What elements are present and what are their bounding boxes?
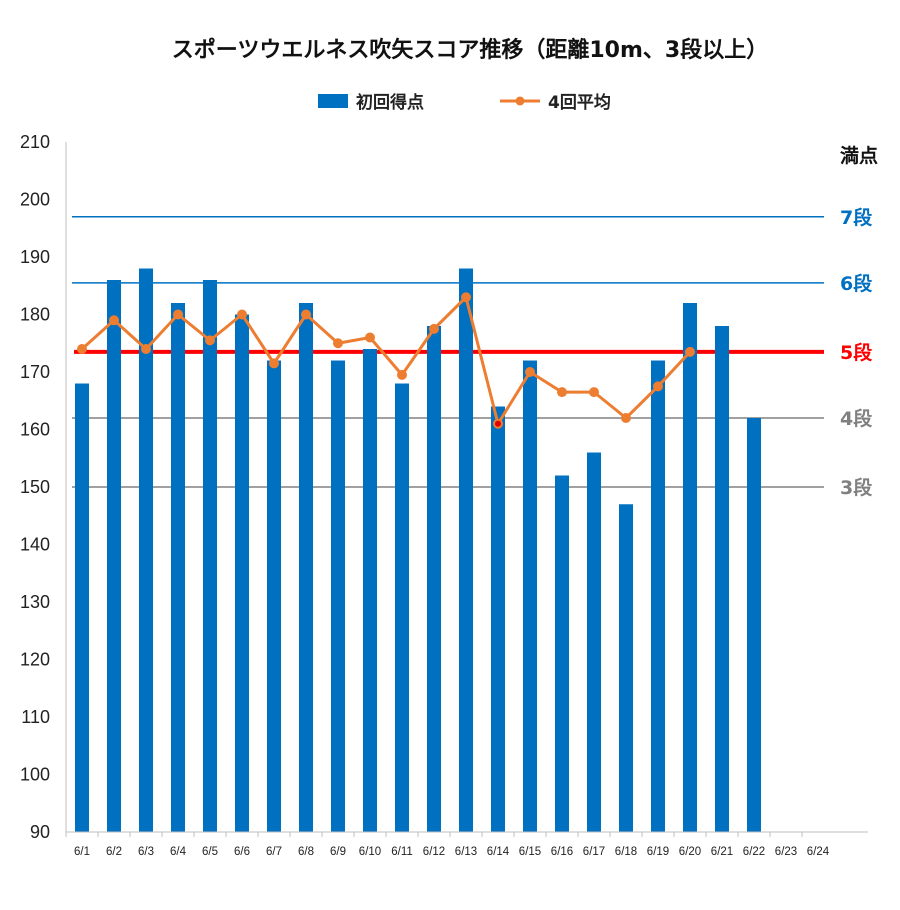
x-tick-label: 6/9 [330, 846, 346, 858]
bar [395, 383, 409, 832]
bar [747, 418, 761, 832]
average-point [621, 413, 631, 423]
bar [683, 303, 697, 832]
average-point [525, 367, 535, 377]
average-line-series [77, 292, 695, 429]
average-line [80, 295, 692, 426]
average-point [77, 344, 87, 354]
y-tick-label: 140 [20, 535, 50, 555]
bar [107, 280, 121, 832]
x-tick-label: 6/2 [106, 846, 122, 858]
y-tick-label: 190 [20, 247, 50, 267]
average-point [461, 292, 471, 303]
bar [619, 504, 633, 832]
bar [75, 383, 89, 832]
y-tick-label: 200 [20, 190, 50, 210]
y-tick-label: 180 [20, 305, 50, 325]
reference-label: 6段 [840, 272, 873, 295]
reference-label: 3段 [840, 476, 873, 499]
x-tick-label: 6/20 [679, 846, 701, 858]
y-tick-label: 90 [30, 822, 50, 842]
x-tick-label: 6/23 [775, 846, 797, 858]
x-tick-label: 6/15 [519, 846, 541, 858]
y-tick-label: 120 [20, 650, 50, 670]
bar [587, 452, 601, 832]
average-point [653, 381, 663, 392]
average-point [429, 323, 439, 334]
bar [171, 303, 185, 832]
average-point [109, 315, 119, 326]
reference-labels: 満点 7段 6段 5段 4段 3段 [840, 145, 878, 499]
y-axis: 90 100 110 120 130 140 150 160 170 180 190 200 210 [20, 132, 67, 842]
reference-label: 満点 [840, 145, 878, 167]
x-tick-label: 6/24 [807, 846, 830, 858]
legend-bar-label: 初回得点 [356, 92, 424, 113]
y-tick-label: 170 [20, 362, 50, 382]
bar [203, 280, 217, 832]
bar [331, 360, 345, 832]
x-tick-label: 6/22 [743, 846, 765, 858]
y-tick-label: 100 [20, 765, 50, 785]
average-point [269, 358, 279, 369]
average-point [365, 332, 375, 343]
average-point [301, 309, 311, 320]
x-tick-label: 6/12 [423, 846, 445, 858]
reference-label: 4段 [840, 407, 873, 430]
x-tick-label: 6/1 [74, 846, 90, 858]
legend-bar-swatch [318, 94, 348, 108]
bar-series [75, 268, 761, 832]
average-point [237, 309, 247, 320]
average-point [141, 344, 151, 354]
x-tick-label: 6/16 [551, 846, 573, 858]
x-axis: 6/1 6/2 6/3 6/4 6/5 6/6 6/7 6/8 6/9 6/10 6/11 6/12 6… [65, 831, 868, 858]
bar [491, 406, 505, 832]
x-tick-label: 6/18 [615, 846, 637, 858]
x-tick-label: 6/17 [583, 846, 605, 858]
bar [555, 475, 569, 832]
y-tick-label: 210 [20, 132, 50, 152]
average-point [205, 335, 215, 346]
x-tick-label: 6/5 [202, 846, 218, 858]
average-point [685, 346, 695, 357]
average-point [173, 309, 183, 320]
legend: 初回得点 4回平均 [318, 92, 611, 113]
bar [235, 314, 249, 832]
average-point [333, 338, 343, 349]
x-tick-label: 6/11 [391, 846, 413, 858]
x-tick-label: 6/3 [138, 846, 154, 858]
y-tick-label: 130 [20, 592, 50, 612]
legend-line-label: 4回平均 [548, 92, 611, 113]
bar [139, 268, 153, 832]
x-tick-label: 6/14 [487, 846, 510, 858]
y-tick-label: 150 [20, 477, 50, 497]
average-point [397, 369, 407, 380]
average-point [557, 387, 567, 398]
bar [427, 326, 441, 832]
reference-label: 5段 [840, 341, 873, 364]
x-tick-label: 6/6 [234, 846, 250, 858]
x-tick-label: 6/13 [455, 846, 477, 858]
reference-label: 7段 [840, 206, 873, 229]
average-point [589, 387, 599, 398]
x-tick-label: 6/8 [298, 846, 314, 858]
x-tick-label: 6/10 [359, 846, 381, 858]
y-tick-label: 110 [21, 707, 50, 727]
bar [267, 360, 281, 832]
y-tick-label: 160 [20, 420, 50, 440]
bar [523, 360, 537, 832]
reference-lines [72, 215, 824, 488]
bar [715, 326, 729, 832]
average-point-highlight [495, 420, 501, 427]
x-tick-label: 6/21 [711, 846, 733, 858]
legend-line-marker [515, 96, 525, 106]
bar [459, 268, 473, 832]
bar [363, 349, 377, 832]
bar [651, 360, 665, 832]
chart-title: スポーツウエルネス吹矢スコア推移（距離10m、3段以上） [172, 37, 768, 63]
x-tick-label: 6/19 [647, 846, 669, 858]
bar [299, 303, 313, 832]
x-tick-label: 6/4 [170, 846, 187, 858]
x-tick-label: 6/7 [266, 846, 282, 858]
